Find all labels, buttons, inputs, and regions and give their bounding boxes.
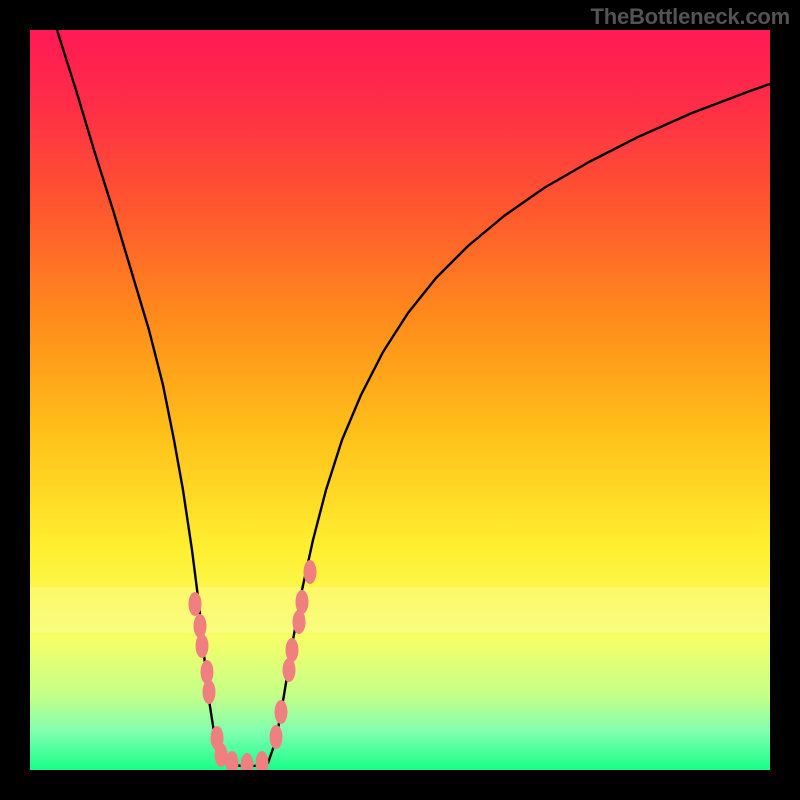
gradient-background	[30, 30, 770, 770]
curve-marker	[203, 680, 216, 704]
highlight-band	[30, 587, 770, 633]
curve-marker	[270, 725, 283, 749]
curve-marker	[296, 590, 309, 614]
curve-marker	[286, 638, 299, 662]
curve-marker	[194, 614, 207, 638]
curve-marker	[196, 634, 209, 658]
chart-container: TheBottleneck.com	[0, 0, 800, 800]
curve-marker	[189, 592, 202, 616]
bottleneck-chart	[0, 0, 800, 800]
curve-marker	[201, 660, 214, 684]
watermark-text: TheBottleneck.com	[590, 4, 790, 30]
curve-marker	[304, 560, 317, 584]
curve-marker	[275, 700, 288, 724]
